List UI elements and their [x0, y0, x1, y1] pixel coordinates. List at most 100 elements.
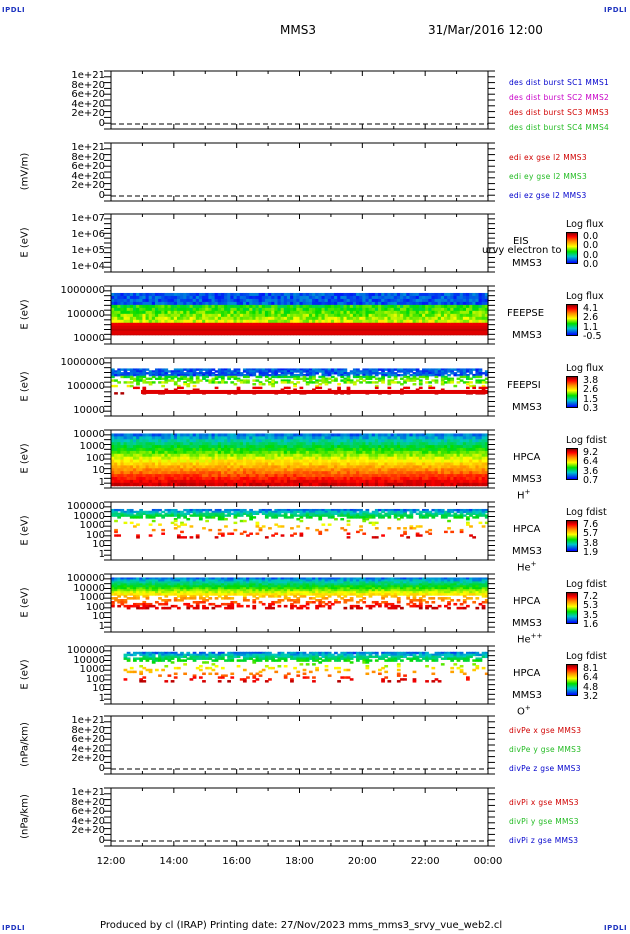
panel-p6-cell [371, 436, 376, 440]
panel-p4-cell [264, 295, 269, 300]
panel-p5-cell [242, 381, 247, 384]
panel-p4-ylabel: E (eV) [19, 299, 31, 330]
panel-p6-cell [459, 476, 464, 481]
panel-p5-cell [142, 381, 147, 384]
panel-p6-cell [258, 465, 263, 469]
panel-p4-cell [459, 292, 464, 297]
panel-p6-cell [148, 447, 153, 452]
panel-p6-cell [440, 471, 445, 475]
panel-p6-cell [268, 462, 272, 466]
panel-p6-cell [142, 447, 147, 452]
panel-p4-cell [220, 307, 225, 312]
panel-p6-cell [158, 453, 162, 458]
panel-p6-cell [239, 479, 244, 484]
panel-p6-cell [161, 471, 166, 475]
panel-p6-cell [111, 436, 115, 440]
panel-p6-cell [450, 459, 455, 464]
panel-p6-cell [211, 439, 216, 443]
panel-p4-cell [154, 292, 159, 297]
panel-p4-cell [475, 307, 480, 312]
panel-p5-cell [202, 368, 206, 371]
panel-p6-cell [126, 459, 131, 464]
panel-p4-cell [415, 328, 420, 333]
panel-p4-cell [293, 322, 297, 327]
panel-p6-cell [252, 482, 257, 487]
panel-p6-cell [312, 465, 316, 469]
panel-p4-cell [321, 307, 326, 312]
panel-p6-cell [293, 445, 297, 449]
panel-p6-cell [368, 482, 373, 487]
panel-p6-cell [280, 442, 285, 446]
panel-p6-cell [330, 439, 335, 443]
panel-p6-cell [428, 479, 433, 484]
panel-p6-cell [220, 474, 225, 478]
panel-p4-cell [192, 310, 197, 315]
panel-p6-cell [189, 445, 194, 449]
panel-p4-cell [346, 295, 351, 300]
panel-p5-cell [202, 372, 206, 375]
panel-p6-cell [151, 450, 156, 455]
panel-p6-cell [396, 468, 401, 472]
panel-p4-cell [318, 304, 323, 309]
panel-p4-cell [315, 292, 319, 297]
panel-p6-cell [374, 453, 379, 458]
panel-p4-cell [466, 301, 470, 306]
panel-p4-cell [195, 325, 200, 330]
panel-p5-cell [271, 384, 275, 388]
panel-p6-cell [368, 439, 373, 443]
panel-p4-cell [151, 301, 156, 306]
panel-p6-cell [148, 442, 153, 446]
panel-p6-cell [302, 465, 307, 469]
panel-p4-cell [239, 304, 244, 309]
panel-p4-cell [264, 298, 269, 303]
panel-p4-cell [346, 325, 351, 330]
panel-p5-cell [123, 370, 128, 373]
panel-p6-cell [189, 436, 194, 440]
panel-p5-cell [396, 373, 401, 377]
panel-p6-cell [183, 471, 187, 475]
panel-p4-cell [299, 307, 304, 312]
panel-p6-cell [374, 476, 379, 481]
panel-p6-cell [365, 476, 370, 481]
panel-p4-cell [456, 292, 461, 297]
panel-p4-cell [343, 310, 348, 315]
panel-p6-cell [412, 456, 417, 461]
panel-p6-cell [412, 439, 417, 443]
panel-p6-cell [217, 453, 222, 458]
panel-p6-cell [161, 456, 166, 461]
panel-p6-cell [167, 474, 172, 478]
panel-p6-cell [299, 450, 304, 455]
panel-p6-cell [472, 465, 477, 469]
panel-p6-cell [447, 465, 451, 469]
panel-p6-cell [447, 439, 451, 443]
panel-p6-cell [126, 453, 131, 458]
panel-p3-frame [110, 213, 489, 273]
panel-p6-cell [145, 476, 150, 481]
panel-p4-cell [469, 301, 473, 306]
panel-p6-cell [478, 447, 483, 452]
panel-p6-cell [428, 442, 433, 446]
panel-p5-cell [365, 373, 370, 377]
panel-p3-ylabel: E (eV) [19, 227, 31, 258]
panel-p4-cell [176, 322, 181, 327]
panel-p4-cell [450, 322, 455, 327]
panel-p4-cell [283, 307, 288, 312]
panel-p6-cell [343, 462, 348, 466]
panel-p4-cell [305, 325, 310, 330]
panel-p5-cell [283, 379, 288, 382]
panel-p6-cell [321, 462, 326, 466]
panel-p6-cell [264, 465, 269, 469]
panel-p4-cell [208, 316, 213, 321]
panel-p5-cell [145, 377, 150, 380]
panel-p6-cell [202, 445, 206, 449]
panel-p5-cell [359, 375, 363, 379]
panel-p6-cell [403, 471, 407, 475]
panel-p4-cell [132, 310, 137, 315]
panel-p5-cell [334, 372, 338, 375]
panel-p4-cell [359, 304, 363, 309]
panel-p4-cell [362, 322, 367, 327]
panel-p5-cell [365, 372, 370, 375]
panel-p6-cell [126, 450, 131, 455]
panel-p6-cell [453, 462, 458, 466]
panel-p5-cell [456, 381, 461, 384]
